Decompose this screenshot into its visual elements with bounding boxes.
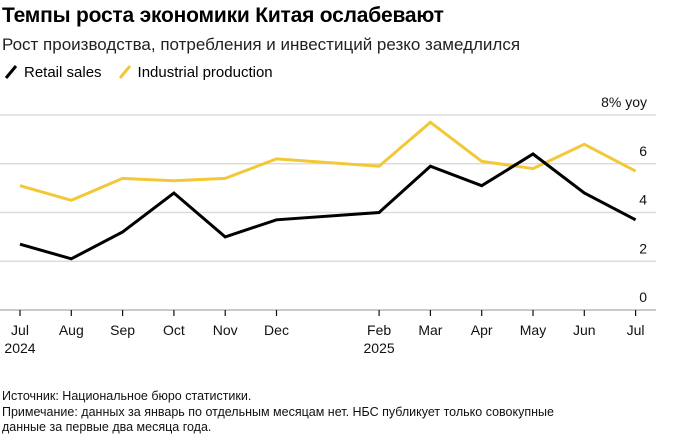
x-tick-label: Dec — [264, 322, 289, 338]
source-note: Источник: Национальное бюро статистики. — [2, 389, 252, 403]
y-tick-label: 0 — [639, 289, 647, 305]
y-tick-label: 2 — [639, 240, 647, 256]
x-tick-year-label: 2025 — [364, 340, 395, 356]
x-tick-label: Sep — [110, 322, 135, 338]
series-line-retail-sales — [19, 152, 637, 261]
chart-title: Темпы роста экономики Китая ослабевают — [2, 4, 444, 27]
x-tick-label: Aug — [59, 322, 84, 338]
x-tick-label: Jul — [627, 322, 645, 338]
x-tick-label: Jun — [573, 322, 596, 338]
x-tick-label: Oct — [163, 322, 185, 338]
x-tick-label: Apr — [471, 322, 493, 338]
chart-subtitle: Рост производства, потребления и инвести… — [2, 35, 521, 54]
chart-legend: Retail sales Industrial production — [2, 63, 287, 81]
footnote-line-2: данные за первые два месяца года. — [2, 420, 212, 434]
series-line-industrial-production — [19, 120, 637, 202]
y-tick-label: 6 — [639, 143, 647, 159]
legend-item-retail-sales: Retail sales — [2, 63, 102, 81]
slash-line-icon — [4, 65, 18, 79]
y-tick-label: 8% yoy — [601, 94, 647, 110]
chart-notes: Источник: Национальное бюро статистики. … — [2, 389, 554, 436]
line-chart: 8% yoy 6 4 2 0 Jul 2024 Aug Sep Oct Nov Dec Feb 2025 M… — [0, 94, 656, 356]
x-tick-label: May — [520, 322, 546, 338]
y-tick-label: 4 — [639, 192, 647, 208]
legend-label-retail-sales: Retail sales — [24, 63, 102, 81]
legend-label-industrial-production: Industrial production — [137, 63, 273, 81]
footnote-line-1: Примечание: данных за январь по отдельны… — [2, 404, 554, 419]
x-tick-label: Mar — [418, 322, 442, 338]
slash-line-icon — [118, 65, 131, 79]
x-tick-label: Nov — [213, 322, 238, 338]
x-tick-label: Feb — [367, 322, 391, 338]
x-tick-year-label: 2024 — [4, 340, 35, 356]
x-tick-label: Jul — [11, 322, 29, 338]
legend-item-industrial-production: Industrial production — [116, 63, 273, 81]
